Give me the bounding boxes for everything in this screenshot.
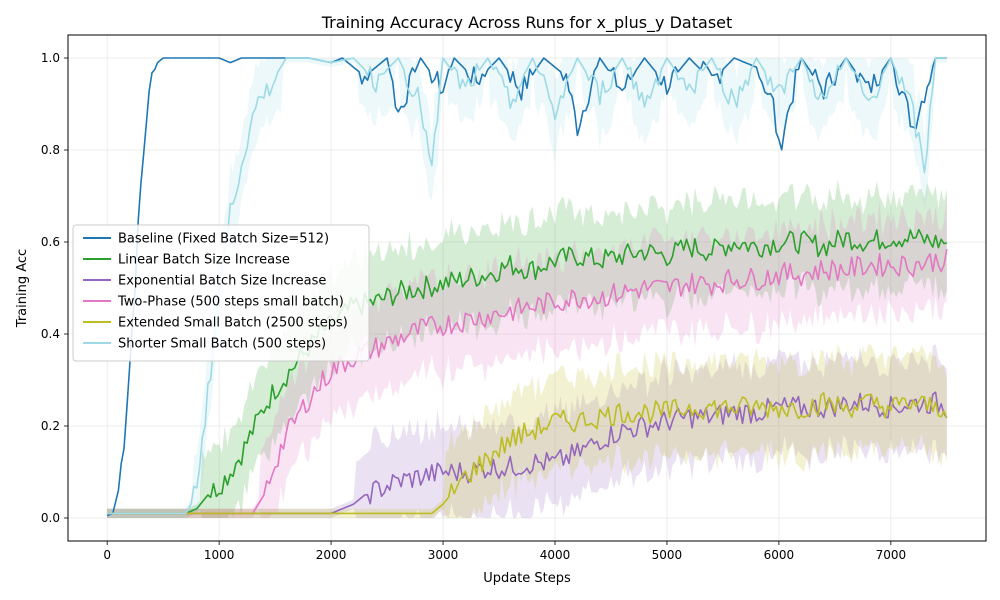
x-tick-label: 3000: [428, 548, 459, 562]
y-tick-label: 0.6: [41, 235, 60, 249]
x-tick-label: 0: [103, 548, 111, 562]
x-tick-label: 7000: [876, 548, 907, 562]
series-band: [107, 344, 947, 518]
series-band: [107, 343, 947, 518]
legend-label: Two-Phase (500 steps small batch): [117, 295, 344, 310]
legend-label: Extended Small Batch (2500 steps): [118, 316, 348, 331]
series-line: [107, 228, 947, 515]
series-line: [107, 392, 948, 515]
y-tick-label: 0.2: [41, 419, 60, 433]
legend-label: Shorter Small Batch (500 steps): [118, 337, 326, 352]
legend-label: Baseline (Fixed Batch Size=512): [118, 232, 329, 247]
x-tick-label: 5000: [652, 548, 683, 562]
x-tick-label: 2000: [316, 548, 347, 562]
series-band: [107, 179, 947, 518]
plot-frame: [67, 34, 987, 542]
legend-box: [72, 224, 370, 362]
legend: Baseline (Fixed Batch Size=512) Linear Ba…: [72, 224, 370, 362]
series-lines: [106, 57, 948, 517]
variance-bands: [107, 58, 947, 519]
x-tick-label: 6000: [764, 548, 795, 562]
y-axis-label: Training Acc: [15, 249, 30, 328]
x-axis-label: Update Steps: [483, 571, 571, 586]
x-tick-label: 1000: [204, 548, 235, 562]
y-tick-label: 0.0: [41, 511, 60, 525]
axes: 0 1000 2000 3000 4000 5000 6000 7000 0.0 0.2 0.4 0.…: [41, 34, 987, 562]
chart-title: Training Accuracy Across Runs for x_plus…: [321, 13, 733, 33]
y-tick-label: 0.4: [41, 327, 60, 341]
series-band: [107, 194, 947, 519]
legend-label: Exponential Batch Size Increase: [118, 274, 326, 289]
x-tick-label: 4000: [540, 548, 571, 562]
y-tick-label: 1.0: [41, 51, 60, 65]
legend-label: Linear Batch Size Increase: [118, 253, 290, 268]
y-tick-label: 0.8: [41, 143, 60, 157]
series-line: [106, 57, 947, 517]
series-line: [107, 57, 947, 515]
series-band: [107, 58, 947, 518]
